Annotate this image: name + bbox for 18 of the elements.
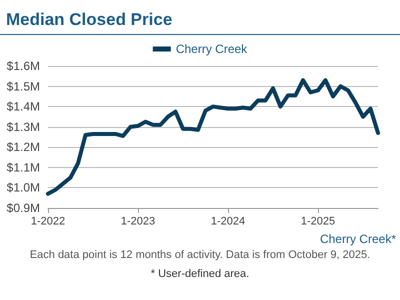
legend-label: Cherry Creek — [176, 42, 248, 56]
chart-title: Median Closed Price — [6, 10, 172, 30]
y-tick-label: $1.3M — [6, 120, 40, 134]
y-tick-label: $1.2M — [6, 140, 40, 154]
x-tick-label: 1-2023 — [120, 216, 156, 228]
text: Cherry Creek* — [320, 232, 396, 246]
text: * User-defined area. — [150, 268, 250, 280]
y-tick-label: $1.0M — [6, 180, 40, 195]
x-tick-label: 1-2024 — [210, 216, 246, 228]
text: Each data point is 12 months of activity. Data is from October 9, 2025. — [28, 249, 372, 261]
y-tick-label: $1.4M — [6, 100, 40, 114]
y-tick-label: $0.9M — [6, 201, 40, 215]
y-tick-label: $1.5M — [6, 79, 40, 94]
y-tick-label: $1.1M — [6, 160, 40, 174]
line-series — [46, 78, 380, 196]
x-tick-label: 1-2022 — [30, 216, 66, 228]
x-tick-label: 1-2025 — [300, 216, 336, 228]
y-tick-label: $1.6M — [6, 59, 40, 73]
